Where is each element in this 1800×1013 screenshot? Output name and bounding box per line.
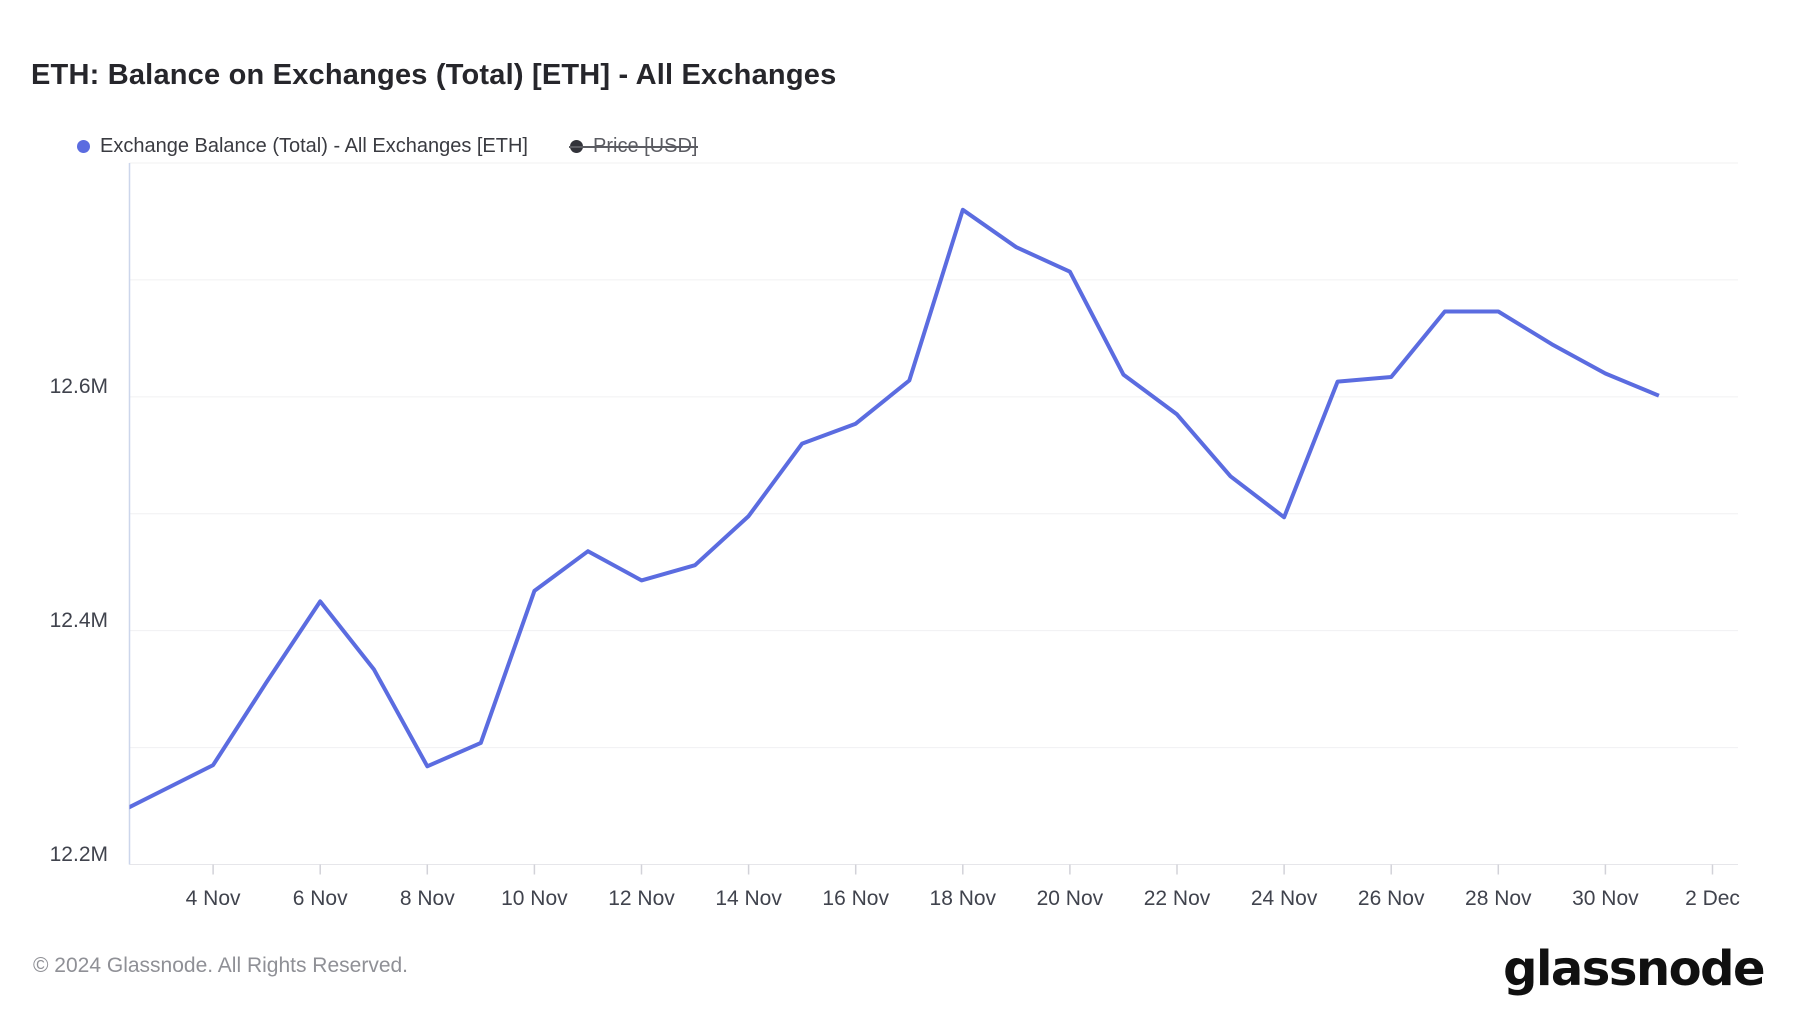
balance-line-series	[129, 207, 1660, 810]
legend-item-exchange-balance[interactable]: Exchange Balance (Total) - All Exchanges…	[77, 135, 528, 158]
x-axis-label: 6 Nov	[292, 887, 348, 910]
copyright-text: © 2024 Glassnode. All Rights Reserved.	[33, 954, 409, 977]
x-axis-label: 26 Nov	[1357, 887, 1425, 910]
y-axis-label: 12.4M	[49, 608, 108, 632]
legend-label-exchange-balance: Exchange Balance (Total) - All Exchanges…	[100, 135, 528, 157]
x-axis-label: 24 Nov	[1250, 887, 1318, 910]
x-axis-label: 4 Nov	[185, 887, 241, 910]
x-axis-label: 16 Nov	[822, 887, 889, 910]
x-axis-label: 20 Nov	[1036, 887, 1104, 910]
x-axis-label: 14 Nov	[715, 887, 782, 910]
x-axis-label: 28 Nov	[1465, 887, 1532, 910]
x-axis-label: 22 Nov	[1143, 887, 1211, 910]
legend-dot-blue-icon	[77, 140, 90, 153]
x-axis-label: 8 Nov	[399, 887, 455, 910]
glassnode-logo: glassnode	[1503, 941, 1765, 997]
x-axis-label: 2 Dec	[1685, 887, 1740, 910]
x-axis-label: 18 Nov	[929, 887, 997, 910]
x-axis-label: 10 Nov	[501, 887, 568, 910]
y-axis-label: 12.6M	[49, 374, 108, 398]
x-axis-label: 12 Nov	[608, 887, 675, 910]
x-axis-label: 30 Nov	[1572, 887, 1639, 910]
legend-item-price[interactable]: Price [USD]	[568, 135, 699, 158]
chart-title: ETH: Balance on Exchanges (Total) [ETH] …	[31, 59, 837, 92]
y-axis-label: 12.2M	[49, 842, 108, 866]
legend: Exchange Balance (Total) - All Exchanges…	[77, 135, 699, 158]
